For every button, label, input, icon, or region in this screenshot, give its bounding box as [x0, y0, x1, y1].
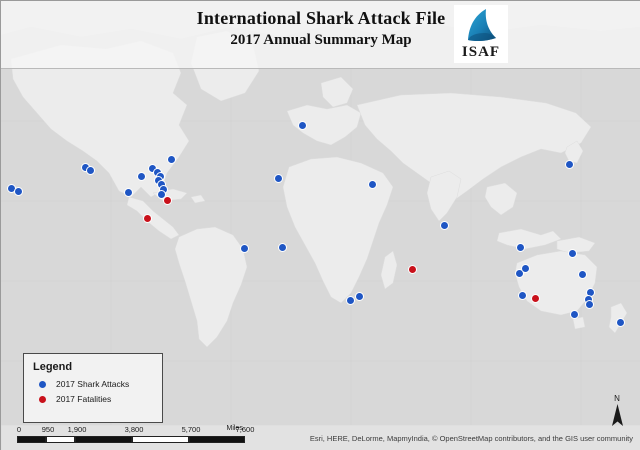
map-point-attack[interactable] — [297, 120, 307, 130]
map-point-fatality[interactable] — [530, 293, 540, 303]
map-point-attack[interactable] — [367, 179, 377, 189]
scale-bar-ticks: 0 950 1,900 3,800 5,700 7,600 Miles — [17, 425, 257, 436]
landmass-indonesia — [496, 228, 562, 250]
landmass-japan — [564, 140, 584, 164]
map-point-attack[interactable] — [567, 248, 577, 258]
legend-label-attacks: 2017 Shark Attacks — [56, 379, 130, 389]
map-point-fatality[interactable] — [142, 213, 152, 223]
scale-segment-4 — [132, 436, 189, 443]
legend-title: Legend — [33, 361, 73, 373]
map-point-attack[interactable] — [273, 173, 283, 183]
isaf-logo: ISAF — [454, 5, 508, 63]
map-point-fatality[interactable] — [407, 264, 417, 274]
map-point-attack[interactable] — [345, 295, 355, 305]
scale-tick-4: 5,700 — [181, 425, 201, 434]
isaf-wordmark: ISAF — [461, 44, 501, 60]
map-point-attack[interactable] — [239, 243, 249, 253]
map-point-attack[interactable] — [514, 268, 524, 278]
legend-swatch-attack-icon — [39, 380, 46, 388]
map-point-attack[interactable] — [564, 159, 574, 169]
landmass-tasmania — [572, 316, 586, 330]
map-point-attack[interactable] — [520, 263, 530, 273]
landmass-madagascar — [380, 250, 398, 290]
landmass-asia — [356, 92, 592, 202]
landmass-scandinavia — [320, 76, 354, 108]
map-point-attack[interactable] — [136, 171, 146, 181]
north-arrow-label: N — [614, 394, 620, 403]
map-point-attack[interactable] — [577, 269, 587, 279]
scale-segment-2 — [46, 436, 75, 443]
map-point-attack[interactable] — [584, 299, 594, 309]
scale-segment-3 — [75, 436, 132, 443]
north-arrow: N — [606, 394, 628, 427]
landmass-africa — [282, 156, 394, 304]
scale-segment-1 — [17, 436, 46, 443]
map-point-attack[interactable] — [515, 242, 525, 252]
map-point-attack[interactable] — [166, 154, 176, 164]
map-header-band — [1, 1, 640, 69]
scale-tick-2: 1,900 — [67, 425, 87, 434]
scale-segment-5 — [189, 436, 245, 443]
legend-box: Legend 2017 Shark Attacks 2017 Fatalitie… — [23, 353, 163, 423]
landmass-southeast-asia — [484, 182, 518, 216]
map-point-attack[interactable] — [156, 189, 166, 199]
map-point-attack[interactable] — [439, 220, 449, 230]
legend-label-fatalities: 2017 Fatalities — [56, 394, 112, 404]
map-attribution: Esri, HERE, DeLorme, MapmyIndia, © OpenS… — [309, 434, 633, 443]
landmass-south-america — [174, 226, 248, 348]
shark-fin-icon — [468, 9, 496, 42]
landmass-india — [426, 170, 462, 222]
map-point-attack[interactable] — [615, 317, 625, 327]
map-point-attack[interactable] — [277, 242, 287, 252]
scale-bar-segments — [17, 436, 245, 443]
map-point-attack[interactable] — [569, 309, 579, 319]
map-point-attack[interactable] — [123, 187, 133, 197]
scale-bar: 0 950 1,900 3,800 5,700 7,600 Miles — [17, 425, 257, 443]
scale-tick-1: 950 — [41, 425, 55, 434]
landmass-new-guinea — [556, 236, 596, 254]
map-point-attack[interactable] — [517, 290, 527, 300]
legend-swatch-fatality-icon — [39, 395, 46, 403]
scale-tick-5: 7,600 — [235, 425, 255, 434]
legend-item-fatalities: 2017 Fatalities — [39, 394, 153, 404]
scale-tick-3: 3,800 — [124, 425, 144, 434]
north-arrow-icon — [611, 404, 623, 426]
landmass-europe — [286, 104, 362, 146]
landmass-central-america — [126, 196, 180, 240]
map-point-attack[interactable] — [85, 165, 95, 175]
scale-bar-units: Miles — [226, 425, 243, 432]
map-point-attack[interactable] — [13, 186, 23, 196]
scale-tick-0: 0 — [16, 425, 22, 434]
legend-item-attacks: 2017 Shark Attacks — [39, 379, 153, 389]
map-point-attack[interactable] — [354, 291, 364, 301]
landmass-antarctica — [1, 424, 640, 450]
map-point-fatality[interactable] — [162, 195, 172, 205]
